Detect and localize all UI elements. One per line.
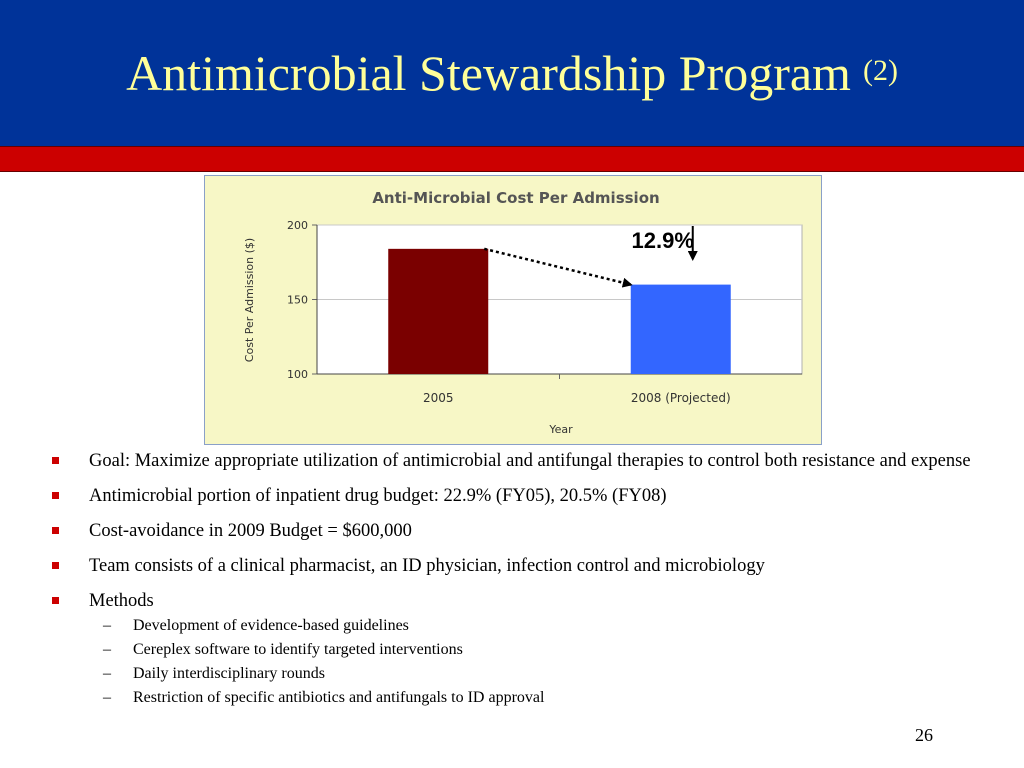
bar-2005: [388, 248, 489, 374]
chart-title: Anti-Microbial Cost Per Admission: [372, 189, 659, 207]
slide-title: Antimicrobial Stewardship Program (2): [0, 0, 1024, 146]
bullet-budget: Antimicrobial portion of inpatient drug …: [52, 485, 982, 507]
bullet-marker: [52, 562, 59, 569]
bullet-text: Cost-avoidance in 2009 Budget = $600,000: [89, 521, 412, 541]
method-text: Development of evidence-based guidelines: [133, 617, 409, 634]
bullet-team: Team consists of a clinical pharmacist, …: [52, 555, 982, 577]
bullet-text: Goal: Maximize appropriate utilization o…: [89, 451, 971, 471]
slide-title-suffix: (2): [862, 54, 898, 87]
title-banner: Antimicrobial Stewardship Program (2): [0, 0, 1024, 147]
trend-arrow: [483, 247, 633, 288]
bullet-list: Goal: Maximize appropriate utilization o…: [52, 450, 982, 710]
bullet-methods: Methods: [52, 590, 982, 612]
bullet-marker: [52, 492, 59, 499]
method-item: – Daily interdisciplinary rounds: [52, 662, 982, 686]
dash-marker: –: [103, 689, 111, 706]
bullet-text: Methods: [89, 591, 154, 611]
bullet-marker: [52, 597, 59, 604]
x-tick-label: 2008 (Projected): [631, 391, 731, 405]
method-text: Daily interdisciplinary rounds: [133, 665, 325, 682]
bar-chart: Anti-Microbial Cost Per Admission Cost P…: [243, 189, 803, 436]
bullet-text: Antimicrobial portion of inpatient drug …: [89, 486, 667, 506]
bullet-cost-avoidance: Cost-avoidance in 2009 Budget = $600,000: [52, 520, 982, 542]
bullet-marker: [52, 457, 59, 464]
y-tick-label: 150: [287, 294, 308, 307]
bar-2008projected: [630, 284, 731, 374]
accent-bar: [0, 146, 1024, 172]
method-text: Cereplex software to identify targeted i…: [133, 641, 463, 658]
dash-marker: –: [103, 665, 111, 682]
bullet-goal: Goal: Maximize appropriate utilization o…: [52, 450, 982, 472]
dash-marker: –: [103, 641, 111, 658]
method-item: – Development of evidence-based guideline…: [52, 614, 982, 638]
bullet-text: Team consists of a clinical pharmacist, …: [89, 556, 765, 576]
y-axis-title: Cost Per Admission ($): [243, 238, 256, 362]
slide-title-main: Antimicrobial Stewardship Program: [126, 45, 851, 101]
percent-change-label: 12.9%: [632, 228, 694, 253]
method-item: – Restriction of specific antibiotics and…: [52, 686, 982, 710]
method-text: Restriction of specific antibiotics and …: [133, 689, 545, 706]
bullet-marker: [52, 527, 59, 534]
x-tick-label: 2005: [423, 391, 454, 405]
y-tick-label: 100: [287, 368, 308, 381]
page-number: 26: [915, 725, 933, 745]
x-axis-title: Year: [548, 423, 573, 436]
dash-marker: –: [103, 617, 111, 634]
y-tick-label: 200: [287, 219, 308, 232]
method-item: – Cereplex software to identify targeted …: [52, 638, 982, 662]
chart-panel: Anti-Microbial Cost Per Admission Cost P…: [204, 175, 822, 445]
